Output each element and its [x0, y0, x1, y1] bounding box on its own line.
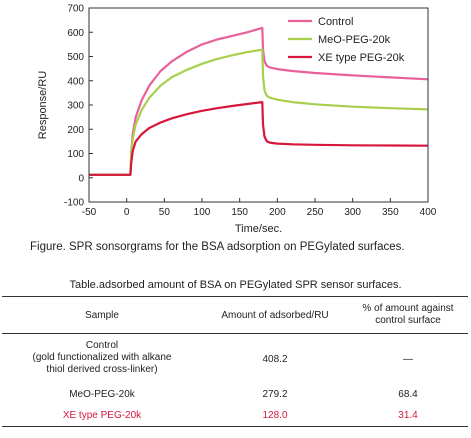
x-tick-label: 250: [307, 207, 324, 218]
series-line-3: [89, 100, 429, 176]
header-percent-line2: control surface: [375, 315, 441, 326]
cell-percent: 68.4: [398, 389, 418, 400]
x-tick-label: 100: [194, 207, 211, 218]
sensorgram-chart: -50 0 50 100 150 200 250 300 350 400 -100 0 100 200 3…: [37, 4, 437, 236]
header-sample: Sample: [85, 309, 119, 321]
sample-line1: Control: [85, 340, 119, 351]
legend-label: Control: [318, 16, 353, 28]
cell-percent: —: [403, 353, 413, 365]
cell-amount: 128.0: [262, 410, 288, 421]
header-percent: % of amount against control surface: [348, 297, 468, 334]
table-row-xe-peg: XE type PEG-20k 128.0 31.4: [2, 405, 468, 427]
table-row-control: Control (gold functionalized with alkane…: [2, 334, 468, 385]
sample-line3: thiol derived cross-linker): [46, 364, 158, 375]
x-tick-label: 400: [420, 207, 437, 218]
cell-sample: XE type PEG-20k: [62, 410, 142, 421]
y-axis-label: Response/RU: [37, 71, 49, 140]
x-axis-ticks: -50 0 50 100 150 200 250 300 350 400: [82, 198, 437, 218]
y-tick-label: 100: [67, 149, 84, 160]
x-tick-label: 200: [269, 207, 286, 218]
y-tick-label: 0: [78, 173, 84, 184]
cell-sample: Control (gold functionalized with alkane…: [2, 334, 202, 385]
cell-amount: 279.2: [262, 389, 288, 400]
x-tick-label: 300: [344, 207, 361, 218]
sample-line2: (gold functionalized with alkane: [32, 352, 172, 363]
cell-percent: 31.4: [398, 410, 418, 421]
y-tick-label: -100: [64, 198, 84, 209]
series-lines: [89, 26, 429, 176]
adsorption-table: Sample Amount of adsorbed/RU % of amount…: [2, 296, 468, 427]
legend-label: MeO-PEG-20k: [318, 34, 391, 46]
series-line-2: [89, 48, 429, 176]
y-tick-label: 300: [67, 101, 84, 112]
x-tick-label: 0: [124, 207, 130, 218]
cell-amount: 408.2: [262, 353, 288, 365]
x-tick-label: 150: [231, 207, 248, 218]
table-header-row: Sample Amount of adsorbed/RU % of amount…: [2, 296, 468, 334]
y-tick-label: 700: [67, 4, 84, 15]
y-axis-ticks: -100 0 100 200 300 400 500 600 700: [64, 4, 93, 209]
table-caption: Table.adsorbed amount of BSA on PEGylate…: [69, 279, 402, 291]
x-tick-label: 50: [159, 207, 171, 218]
legend: Control MeO-PEG-20k XE type PEG-20k: [288, 16, 405, 64]
y-tick-label: 200: [67, 125, 84, 136]
header-percent-line1: % of amount against: [362, 303, 454, 314]
header-amount: Amount of adsorbed/RU: [221, 309, 329, 321]
figure-caption: Figure. SPR sonsorgrams for the BSA adso…: [30, 241, 405, 253]
y-tick-label: 600: [67, 28, 84, 39]
y-tick-label: 400: [67, 76, 84, 87]
x-tick-label: 350: [382, 207, 399, 218]
y-tick-label: 500: [67, 52, 84, 63]
table-row-meo-peg: MeO-PEG-20k 279.2 68.4: [2, 384, 468, 405]
x-axis-label: Time/sec.: [235, 223, 282, 235]
x-tick-label: -50: [82, 207, 97, 218]
legend-label: XE type PEG-20k: [318, 52, 405, 64]
cell-sample: MeO-PEG-20k: [69, 389, 135, 400]
series-line-1: [89, 26, 429, 176]
